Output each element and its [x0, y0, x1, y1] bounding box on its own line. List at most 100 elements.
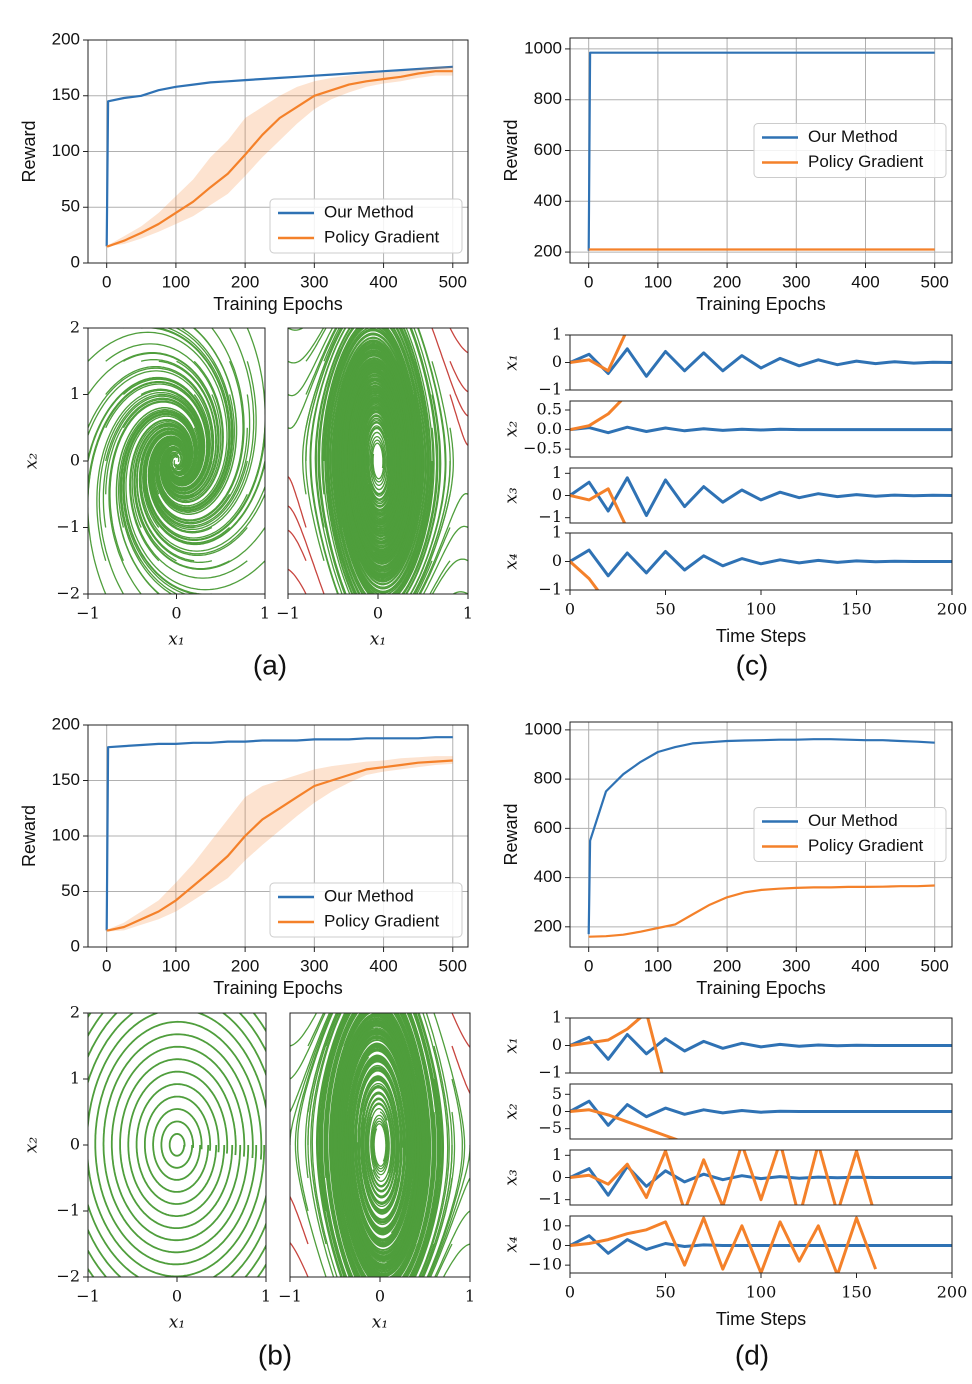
streamline [88, 1013, 266, 1277]
y-tick-label: 150 [52, 770, 80, 789]
plot-area [587, 51, 935, 251]
x-tick-label: 200 [713, 956, 741, 975]
streamline [467, 328, 468, 329]
x-tick-label: 0 [102, 956, 111, 975]
plot-area [88, 1013, 266, 1277]
legend-box [753, 807, 947, 862]
x-axis-label: x₁ [372, 1313, 388, 1333]
streamline [334, 343, 435, 594]
x-axis-label: Time Steps [716, 1309, 806, 1329]
axes-frame [87, 724, 469, 948]
x-axis-label: Training Epochs [696, 978, 825, 998]
legend: Our Method Policy Gradient [269, 882, 463, 938]
series-line [105, 736, 453, 931]
x-tick-label: 50 [655, 600, 675, 619]
panel: −0.50.00.5 x₂ [502, 400, 953, 458]
y-tick-label: 2 [70, 318, 80, 337]
panel: −1 0 1 x₁ [278, 1012, 475, 1333]
y-axis-label: x₃ [502, 487, 522, 504]
streamline [110, 1045, 246, 1242]
legend-label: Policy Gradient [324, 911, 440, 930]
panel-caption: (a) [253, 649, 287, 680]
y-axis-label: x₁ [502, 1037, 522, 1053]
x-tick-label: 0 [171, 604, 181, 623]
streamline [140, 328, 265, 552]
streamline [160, 1120, 194, 1169]
x-axis-label: Training Epochs [213, 978, 342, 998]
x-tick-label: 200 [231, 956, 259, 975]
y-tick-label: 600 [534, 818, 562, 837]
streamline [144, 394, 265, 542]
streamline [467, 361, 468, 363]
axes-frame [289, 1012, 471, 1278]
panel: −1 0 1 x₁ [276, 327, 473, 650]
streamline [368, 431, 387, 495]
y-tick-label: 0 [552, 551, 562, 570]
y-tick-label: 0 [552, 1101, 562, 1120]
series-line [587, 738, 935, 935]
streamline [288, 505, 325, 594]
plot-area [88, 328, 265, 594]
x-tick-label: 50 [655, 1283, 675, 1302]
x-tick-label: 100 [746, 1283, 777, 1302]
streamline [294, 1013, 439, 1277]
streamline [125, 415, 265, 591]
x-axis-label: x₁ [168, 630, 184, 650]
streamline [163, 427, 214, 495]
x-tick-label: 200 [231, 272, 259, 291]
x-tick-label: 0 [565, 1283, 575, 1302]
x-tick-label: 500 [921, 272, 949, 291]
y-tick-label: 5 [552, 1084, 562, 1103]
panel: 0 100 200 300 400 500 0 50 100 150 200 Training Epo… [19, 29, 469, 314]
y-tick-label: 150 [52, 85, 80, 104]
streamline [311, 1013, 470, 1277]
legend-label: Policy Gradient [808, 152, 924, 171]
y-tick-label: 0.5 [537, 400, 562, 419]
streamline [327, 328, 454, 594]
streamline [127, 1070, 229, 1217]
streamline [164, 394, 211, 492]
y-tick-label: −5 [538, 1118, 562, 1137]
streamline [102, 1033, 254, 1254]
y-tick-label: 1 [552, 463, 562, 482]
series-line [105, 65, 453, 247]
y-tick-label: 0 [71, 252, 80, 271]
streamline [288, 493, 289, 495]
panel: −1 0 1 x₃ [502, 463, 953, 526]
y-tick-label: 100 [52, 141, 80, 160]
streamline [133, 422, 265, 571]
series-line [106, 759, 453, 932]
axes-frame [569, 467, 953, 524]
x-tick-label: −1 [76, 1287, 100, 1306]
plot-area [570, 1099, 952, 1139]
y-axis-label: x₂ [502, 421, 522, 438]
plot-area [105, 736, 453, 932]
streamline [144, 1095, 212, 1193]
streamline [119, 410, 248, 594]
axes-frame [569, 334, 953, 391]
legend-label: Our Method [324, 202, 414, 221]
y-tick-label: 0 [552, 485, 562, 504]
panel: −1 0 1 x₁ [502, 1008, 953, 1082]
y-tick-label: 0 [552, 1235, 562, 1254]
plot-area [570, 1150, 952, 1205]
y-tick-label: 400 [534, 867, 562, 886]
series-line [570, 1150, 874, 1205]
x-tick-label: 400 [369, 272, 397, 291]
series-line [570, 560, 600, 590]
x-tick-label: 300 [782, 272, 810, 291]
x-axis-label: x₁ [169, 1313, 185, 1333]
axes-frame [569, 1149, 953, 1206]
x-tick-label: 300 [300, 956, 328, 975]
series-line [570, 347, 952, 378]
series-line [570, 1164, 952, 1197]
panel: −505 x₂ [502, 1083, 953, 1140]
axes-frame [87, 1012, 267, 1278]
panel: 0 100 200 300 400 500 0 50 100 150 200 Training Epo… [19, 714, 469, 998]
y-tick-label: 200 [52, 714, 80, 733]
x-tick-label: 1 [465, 1287, 475, 1306]
streamline [451, 1013, 470, 1049]
